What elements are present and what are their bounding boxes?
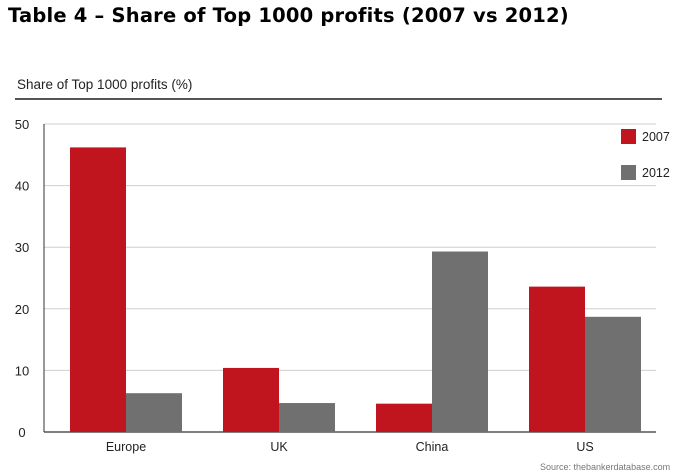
bar-china-2012 bbox=[432, 251, 488, 432]
x-tick-label-uk: UK bbox=[270, 440, 288, 454]
bar-europe-2007 bbox=[70, 147, 126, 432]
bar-us-2012 bbox=[585, 316, 641, 432]
caption-rule bbox=[15, 98, 662, 100]
bar-china-2007 bbox=[376, 403, 432, 432]
page-title: Table 4 – Share of Top 1000 profits (200… bbox=[8, 4, 569, 27]
bar-europe-2012 bbox=[126, 393, 182, 432]
y-tick-label-20: 20 bbox=[15, 302, 29, 317]
bar-uk-2012 bbox=[279, 403, 335, 432]
x-tick-label-us: US bbox=[576, 440, 593, 454]
legend-swatch-2007 bbox=[621, 129, 636, 144]
chart-caption: Share of Top 1000 profits (%) bbox=[17, 77, 193, 92]
y-tick-label-40: 40 bbox=[15, 179, 29, 194]
y-tick-label-50: 50 bbox=[15, 117, 29, 132]
bar-us-2007 bbox=[529, 286, 585, 432]
legend-label-2012: 2012 bbox=[642, 166, 670, 180]
legend-label-2007: 2007 bbox=[642, 130, 670, 144]
y-tick-label-10: 10 bbox=[15, 363, 29, 378]
source-note: Source: thebankerdatabase.com bbox=[540, 462, 671, 472]
y-tick-label-0: 0 bbox=[18, 425, 25, 440]
x-tick-label-china: China bbox=[416, 440, 449, 454]
y-tick-label-30: 30 bbox=[15, 240, 29, 255]
legend-swatch-2012 bbox=[621, 165, 636, 180]
x-tick-label-europe: Europe bbox=[106, 440, 146, 454]
bar-uk-2007 bbox=[223, 367, 279, 432]
